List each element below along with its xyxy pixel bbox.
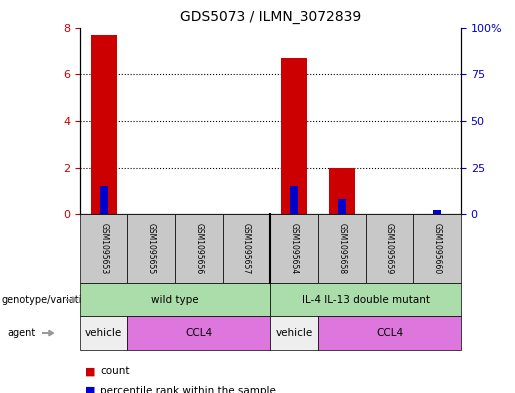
Text: count: count	[100, 366, 130, 376]
Text: GSM1095660: GSM1095660	[433, 223, 441, 274]
Bar	[91, 35, 117, 214]
Text: GSM1095658: GSM1095658	[337, 223, 346, 274]
Text: GSM1095653: GSM1095653	[99, 223, 108, 274]
Text: CCL4: CCL4	[185, 328, 213, 338]
Text: GSM1095656: GSM1095656	[195, 223, 203, 274]
Text: GSM1095657: GSM1095657	[242, 223, 251, 274]
Text: genotype/variation: genotype/variation	[1, 295, 94, 305]
Text: GSM1095654: GSM1095654	[290, 223, 299, 274]
Text: vehicle: vehicle	[85, 328, 122, 338]
Text: ■: ■	[85, 386, 95, 393]
Bar	[290, 186, 298, 214]
Text: agent: agent	[8, 328, 36, 338]
Bar	[281, 58, 307, 214]
Text: vehicle: vehicle	[276, 328, 313, 338]
Text: GSM1095659: GSM1095659	[385, 223, 394, 274]
Text: IL-4 IL-13 double mutant: IL-4 IL-13 double mutant	[302, 295, 430, 305]
Text: wild type: wild type	[151, 295, 199, 305]
Text: percentile rank within the sample: percentile rank within the sample	[100, 386, 277, 393]
Bar	[329, 167, 355, 214]
Text: ■: ■	[85, 366, 95, 376]
Bar	[338, 199, 346, 214]
Bar	[100, 186, 108, 214]
Bar	[433, 211, 441, 214]
Title: GDS5073 / ILMN_3072839: GDS5073 / ILMN_3072839	[180, 10, 361, 24]
Text: CCL4: CCL4	[376, 328, 403, 338]
Text: GSM1095655: GSM1095655	[147, 223, 156, 274]
